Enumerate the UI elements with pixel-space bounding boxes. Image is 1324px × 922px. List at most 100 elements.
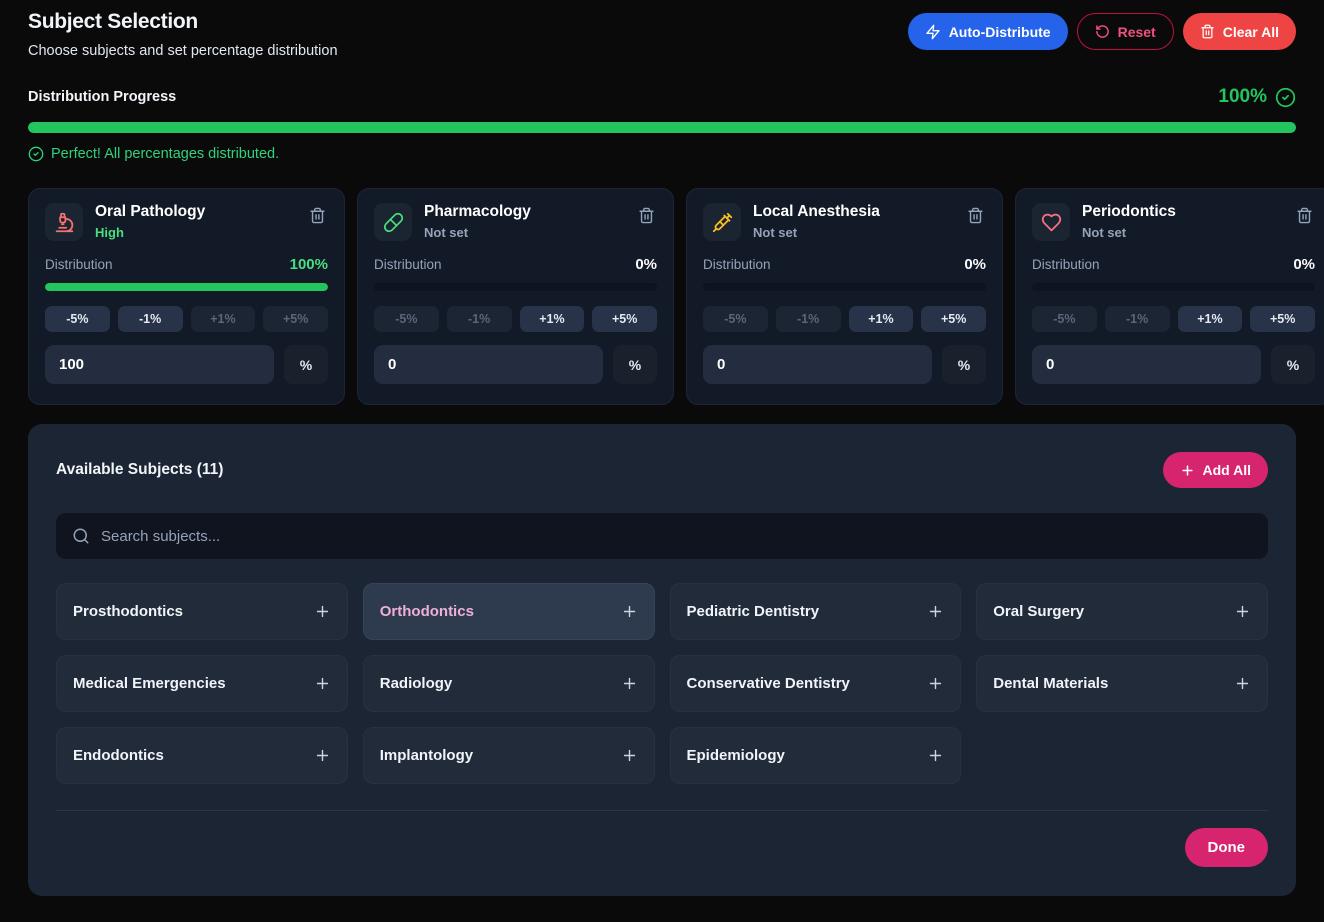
- increment-5-button[interactable]: +5%: [1250, 306, 1315, 332]
- increment-1-button[interactable]: +1%: [1178, 306, 1243, 332]
- header-text: Subject Selection Choose subjects and se…: [28, 10, 338, 59]
- subject-distribution-label: Distribution: [45, 257, 113, 272]
- subject-card-status: Not set: [753, 225, 965, 240]
- decrement-5-button[interactable]: -5%: [703, 306, 768, 332]
- subject-percent-row: %: [374, 345, 657, 384]
- increment-5-button[interactable]: +5%: [592, 306, 657, 332]
- reset-label: Reset: [1118, 24, 1156, 40]
- available-subject-label: Orthodontics: [380, 603, 474, 620]
- distribution-success-text: Perfect! All percentages distributed.: [51, 146, 279, 162]
- available-subjects-panel: Available Subjects (11) Add All Prosthod…: [28, 424, 1296, 896]
- percent-suffix: %: [942, 345, 986, 384]
- subject-search[interactable]: [56, 513, 1268, 559]
- available-subject-label: Pediatric Dentistry: [687, 603, 820, 620]
- available-subject-tile[interactable]: Prosthodontics: [56, 583, 348, 640]
- subject-card-header: Oral Pathology High: [45, 203, 328, 241]
- percent-input[interactable]: [1032, 345, 1261, 384]
- subject-distribution-label: Distribution: [1032, 257, 1100, 272]
- available-subject-tile[interactable]: Pediatric Dentistry: [670, 583, 962, 640]
- subject-distribution-value: 0%: [964, 256, 986, 273]
- decrement-5-button[interactable]: -5%: [374, 306, 439, 332]
- check-circle-icon: [1275, 87, 1296, 108]
- percent-suffix: %: [613, 345, 657, 384]
- increment-1-button[interactable]: +1%: [849, 306, 914, 332]
- available-subject-label: Epidemiology: [687, 747, 785, 764]
- search-icon: [72, 527, 90, 545]
- remove-subject-button[interactable]: [965, 205, 986, 226]
- subject-distribution-row: Distribution 100%: [45, 256, 328, 273]
- heart-icon: [1032, 203, 1070, 241]
- clear-all-label: Clear All: [1223, 24, 1279, 40]
- increment-1-button[interactable]: +1%: [191, 306, 256, 332]
- available-subject-label: Endodontics: [73, 747, 164, 764]
- subject-cards: Oral Pathology High Distribution 100% -5…: [28, 188, 1296, 405]
- available-subject-label: Prosthodontics: [73, 603, 183, 620]
- decrement-1-button[interactable]: -1%: [118, 306, 183, 332]
- subject-progress-fill: [45, 283, 328, 291]
- plus-icon: [927, 747, 944, 764]
- page-subtitle: Choose subjects and set percentage distr…: [28, 43, 338, 59]
- subject-distribution-value: 0%: [635, 256, 657, 273]
- plus-icon: [1234, 675, 1251, 692]
- distribution-progress-label: Distribution Progress: [28, 89, 176, 105]
- search-input[interactable]: [101, 528, 1252, 545]
- auto-distribute-label: Auto-Distribute: [949, 24, 1051, 40]
- remove-subject-button[interactable]: [636, 205, 657, 226]
- subject-distribution-value: 0%: [1293, 256, 1315, 273]
- remove-subject-button[interactable]: [1294, 205, 1315, 226]
- plus-icon: [927, 675, 944, 692]
- subject-percent-row: %: [45, 345, 328, 384]
- subject-card: Oral Pathology High Distribution 100% -5…: [28, 188, 345, 405]
- trash-icon: [638, 207, 655, 224]
- subject-distribution-row: Distribution 0%: [374, 256, 657, 273]
- available-subject-tile[interactable]: Radiology: [363, 655, 655, 712]
- available-subject-tile[interactable]: Conservative Dentistry: [670, 655, 962, 712]
- subject-card-status: Not set: [424, 225, 636, 240]
- subject-distribution-label: Distribution: [374, 257, 442, 272]
- available-subject-tile[interactable]: Epidemiology: [670, 727, 962, 784]
- available-subject-tile[interactable]: Orthodontics: [363, 583, 655, 640]
- available-subject-tile[interactable]: Medical Emergencies: [56, 655, 348, 712]
- decrement-1-button[interactable]: -1%: [776, 306, 841, 332]
- available-subject-tile[interactable]: Oral Surgery: [976, 583, 1268, 640]
- done-button[interactable]: Done: [1185, 828, 1269, 867]
- reset-button[interactable]: Reset: [1077, 13, 1174, 50]
- decrement-5-button[interactable]: -5%: [45, 306, 110, 332]
- subject-card: Local Anesthesia Not set Distribution 0%…: [686, 188, 1003, 405]
- available-subject-tile[interactable]: Dental Materials: [976, 655, 1268, 712]
- subject-percent-row: %: [703, 345, 986, 384]
- remove-subject-button[interactable]: [307, 205, 328, 226]
- microscope-icon: [45, 203, 83, 241]
- increment-5-button[interactable]: +5%: [921, 306, 986, 332]
- distribution-progress-status: 100%: [1218, 86, 1296, 108]
- percent-suffix: %: [284, 345, 328, 384]
- available-subject-label: Radiology: [380, 675, 453, 692]
- subject-card-title: Oral Pathology: [95, 203, 307, 221]
- increment-1-button[interactable]: +1%: [520, 306, 585, 332]
- subject-card-title: Pharmacology: [424, 203, 636, 221]
- percent-input[interactable]: [45, 345, 274, 384]
- subject-stepper-row: -5% -1% +1% +5%: [45, 306, 328, 332]
- trash-icon: [309, 207, 326, 224]
- clear-all-button[interactable]: Clear All: [1183, 13, 1296, 50]
- plus-icon: [314, 675, 331, 692]
- subject-card-header: Periodontics Not set: [1032, 203, 1315, 241]
- distribution-progress-fill: [28, 122, 1296, 133]
- decrement-1-button[interactable]: -1%: [447, 306, 512, 332]
- add-all-button[interactable]: Add All: [1163, 452, 1268, 488]
- auto-distribute-button[interactable]: Auto-Distribute: [908, 13, 1068, 50]
- subject-stepper-row: -5% -1% +1% +5%: [1032, 306, 1315, 332]
- decrement-5-button[interactable]: -5%: [1032, 306, 1097, 332]
- percent-input[interactable]: [703, 345, 932, 384]
- percent-input[interactable]: [374, 345, 603, 384]
- available-subject-label: Oral Surgery: [993, 603, 1084, 620]
- page-header: Subject Selection Choose subjects and se…: [28, 10, 1296, 59]
- subject-card-status: High: [95, 225, 307, 240]
- increment-5-button[interactable]: +5%: [263, 306, 328, 332]
- available-subject-tile[interactable]: Implantology: [363, 727, 655, 784]
- subject-distribution-row: Distribution 0%: [1032, 256, 1315, 273]
- available-subjects-header: Available Subjects (11) Add All: [56, 452, 1268, 488]
- plus-icon: [621, 675, 638, 692]
- decrement-1-button[interactable]: -1%: [1105, 306, 1170, 332]
- available-subject-tile[interactable]: Endodontics: [56, 727, 348, 784]
